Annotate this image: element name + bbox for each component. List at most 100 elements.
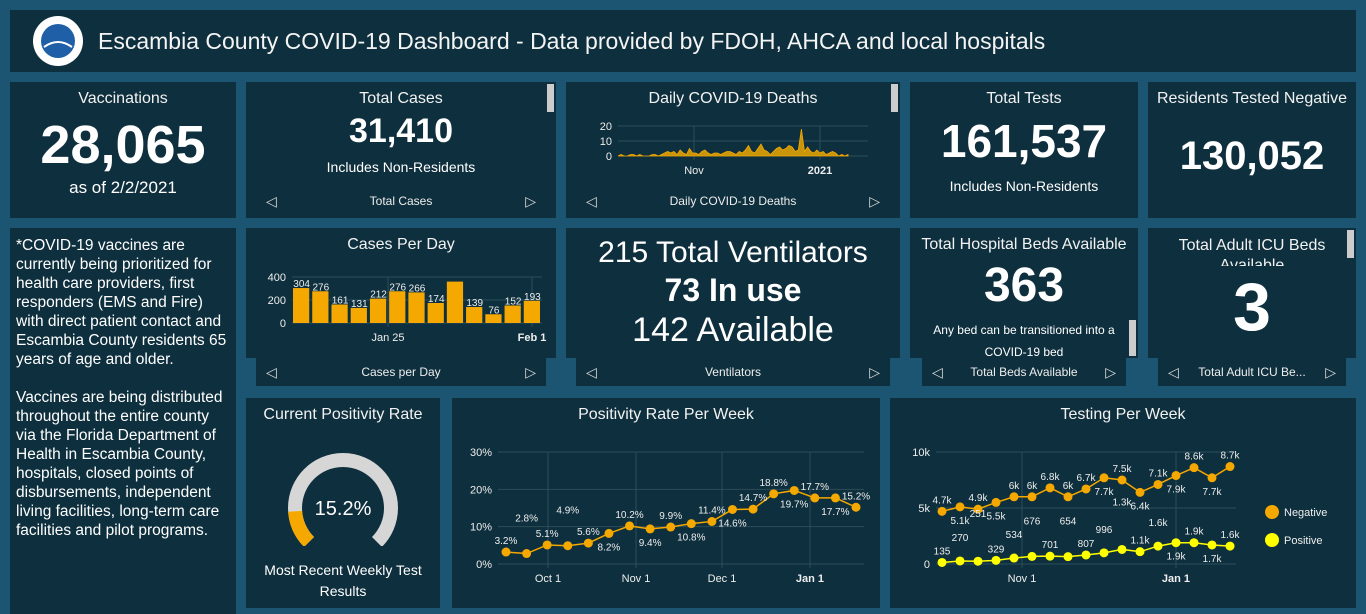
y-tick-label: 10 — [600, 136, 612, 148]
y-tick-label: 0 — [606, 151, 612, 163]
data-point — [1081, 550, 1091, 560]
residents-negative-card: Residents Tested Negative 130,052 — [1148, 82, 1356, 218]
data-point — [1207, 540, 1217, 550]
prev-arrow-icon[interactable]: ◁ — [266, 363, 277, 380]
data-point — [1099, 473, 1109, 483]
data-label: 1.7k — [1203, 554, 1223, 565]
y-tick-label: 400 — [268, 272, 286, 284]
bar — [446, 281, 464, 323]
data-point — [707, 516, 717, 526]
data-label: 6.4k — [1131, 501, 1151, 512]
data-point — [1207, 473, 1217, 483]
next-arrow-icon[interactable]: ▷ — [869, 363, 880, 380]
x-tick-label: Feb 1 — [518, 332, 547, 344]
prev-arrow-icon[interactable]: ◁ — [1168, 363, 1179, 380]
hospital-beds-title: Total Hospital Beds Available — [921, 236, 1127, 253]
data-label: 7.1k — [1149, 468, 1169, 479]
scrollbar[interactable] — [547, 84, 554, 112]
bar — [466, 307, 483, 323]
data-label: 276 — [389, 282, 406, 293]
total-ventilators: 215 Total Ventilators — [598, 236, 868, 269]
data-point — [563, 541, 573, 551]
data-label: 1.6k — [1221, 530, 1241, 541]
data-label: 10.2% — [615, 510, 643, 521]
data-label: 701 — [1042, 540, 1059, 551]
vaccine-info-panel: *COVID-19 vaccines are currently being p… — [10, 228, 236, 614]
data-label: 270 — [952, 533, 969, 544]
data-label: 9.9% — [659, 511, 682, 522]
total-tests-title: Total Tests — [986, 90, 1062, 107]
hospital-beds-card: Total Hospital Beds Available 363 Any be… — [910, 228, 1138, 358]
next-arrow-icon[interactable]: ▷ — [1325, 363, 1336, 380]
data-point — [937, 557, 947, 567]
data-label: 654 — [1060, 517, 1077, 528]
y-tick-label: 30% — [470, 447, 492, 459]
data-point — [501, 547, 511, 557]
data-label: 8.7k — [1221, 451, 1241, 462]
data-label: 152 — [505, 297, 522, 308]
data-label: 11.4% — [698, 505, 726, 516]
data-label: 5.1% — [536, 529, 559, 540]
data-point — [748, 504, 758, 514]
total-cases-nav: ◁ Total Cases ▷ — [256, 187, 546, 215]
bar — [427, 302, 444, 323]
nav-label: Total Beds Available — [970, 365, 1078, 379]
scrollbar[interactable] — [891, 84, 898, 112]
nav-label: Total Cases — [369, 194, 433, 208]
scrollbar[interactable] — [1129, 320, 1136, 356]
data-point — [955, 502, 965, 512]
data-point — [666, 522, 676, 532]
legend-swatch — [1265, 533, 1279, 547]
data-label: 15.2% — [842, 491, 870, 502]
data-point — [937, 506, 947, 516]
data-point — [583, 538, 593, 548]
next-arrow-icon[interactable]: ▷ — [1105, 363, 1116, 380]
data-label: 304 — [293, 279, 310, 290]
data-label: 1.3k — [1113, 497, 1133, 508]
data-label: 7.5k — [1113, 464, 1133, 475]
prev-arrow-icon[interactable]: ◁ — [586, 363, 597, 380]
data-point — [1153, 479, 1163, 489]
data-label: 266 — [409, 283, 426, 294]
data-label: 14.7% — [739, 493, 767, 504]
positivity-value: 15.2% — [314, 498, 372, 520]
data-label: 18.8% — [759, 478, 787, 489]
ventilators-in-use: 73 In use — [664, 272, 802, 308]
data-label: 2.8% — [515, 514, 538, 525]
positivity-title: Current Positivity Rate — [263, 406, 423, 423]
hospital-beds-note: Any bed can be transitioned into a COVID… — [933, 323, 1115, 358]
data-label: 329 — [988, 544, 1005, 555]
data-label: 1.1k — [1131, 536, 1151, 547]
data-label: 8.6k — [1185, 452, 1205, 463]
next-arrow-icon[interactable]: ▷ — [525, 192, 536, 209]
data-label: 174 — [428, 294, 445, 305]
x-tick-label: 2021 — [808, 165, 832, 177]
scrollbar[interactable] — [1347, 230, 1354, 258]
data-label: 17.7% — [821, 507, 849, 518]
total-cases-sub: Includes Non-Residents — [326, 159, 476, 175]
data-label: 5.1k — [951, 516, 971, 527]
vaccinations-value: 28,065 — [40, 115, 206, 175]
county-seal-logo — [33, 16, 83, 66]
data-point — [522, 549, 532, 559]
data-point — [686, 519, 696, 529]
prev-arrow-icon[interactable]: ◁ — [266, 192, 277, 209]
data-point — [1135, 487, 1145, 497]
x-tick-label: Jan 25 — [371, 332, 404, 344]
next-arrow-icon[interactable]: ▷ — [869, 192, 880, 209]
next-arrow-icon[interactable]: ▷ — [525, 363, 536, 380]
data-point — [1135, 547, 1145, 557]
nav-label: Total Adult ICU Be... — [1198, 365, 1306, 379]
prev-arrow-icon[interactable]: ◁ — [586, 192, 597, 209]
data-label: 5.5k — [987, 511, 1007, 522]
prev-arrow-icon[interactable]: ◁ — [932, 363, 943, 380]
legend-label: Negative — [1284, 507, 1327, 519]
positivity-gauge — [288, 453, 398, 546]
dashboard-title: Escambia County COVID-19 Dashboard - Dat… — [98, 27, 1046, 54]
data-label: 193 — [524, 292, 541, 303]
icu-beds-card: Total Adult ICU Beds Available 3 — [1148, 228, 1356, 358]
data-point — [645, 524, 655, 534]
data-point — [1189, 538, 1199, 548]
